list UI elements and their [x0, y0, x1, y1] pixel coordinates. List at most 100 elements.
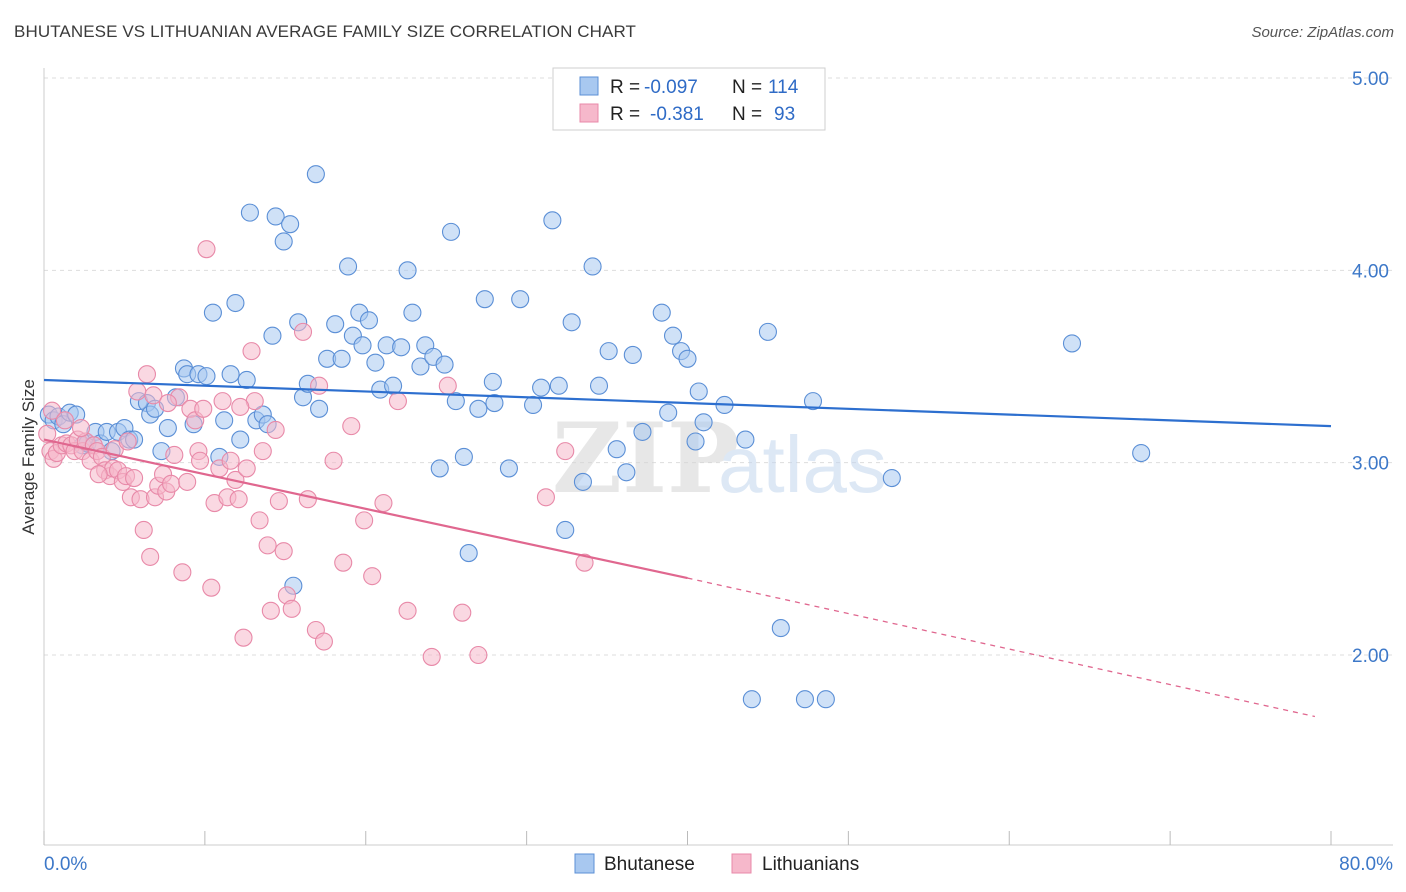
legend-n-label-1: N =	[732, 77, 762, 98]
bhutanese-point	[742, 690, 761, 709]
legend-r-value-2: -0.381	[650, 104, 704, 125]
y-tick-label: 3.00	[1352, 454, 1389, 475]
bhutanese-point	[589, 376, 609, 395]
bhutanese-point	[281, 215, 300, 234]
bhutanese-point	[573, 472, 592, 491]
lithuanians-point	[178, 472, 197, 491]
lithuanians-point	[363, 567, 382, 586]
lithuanians-point	[274, 542, 293, 561]
lithuanians-point	[242, 342, 261, 361]
lithuanians-point	[137, 365, 157, 384]
bhutanese-point	[446, 392, 465, 411]
bhutanese-point	[524, 395, 543, 415]
bhutanese-point	[758, 322, 777, 341]
lithuanians-point	[374, 494, 393, 513]
lithuanians-point	[42, 401, 62, 420]
bhutanese-point	[803, 392, 823, 411]
bhutanese-point	[511, 290, 530, 309]
chart-title: BHUTANESE VS LITHUANIAN AVERAGE FAMILY S…	[14, 22, 637, 41]
bhutanese-point	[659, 403, 678, 422]
bhutanese-point	[633, 422, 652, 441]
legend-swatch-bhutanese	[579, 76, 599, 96]
lithuanians-point	[293, 322, 313, 341]
bhutanese-point	[392, 338, 411, 357]
bhutanese-point	[795, 690, 814, 709]
bhutanese-point	[543, 211, 562, 230]
y-tick-label: 5.00	[1352, 69, 1389, 90]
lithuanians-point	[469, 645, 488, 665]
bhutanese-point	[583, 257, 602, 276]
bhutanese-point	[266, 207, 285, 226]
bhutanese-point	[771, 619, 790, 638]
bhutanese-point	[882, 469, 901, 488]
bhutanese-point	[274, 232, 293, 251]
lithuanians-point	[125, 469, 144, 488]
lithuanians-point	[197, 240, 216, 259]
bottom-legend-label-lithuanians: Lithuanians	[762, 854, 859, 875]
lithuanians-point	[141, 547, 160, 566]
lithuanians-point	[310, 376, 329, 395]
bhutanese-point	[652, 303, 671, 322]
bhutanese-point	[678, 349, 697, 368]
lithuanians-trend-line-extension	[687, 577, 1316, 718]
lithuanians-point	[314, 632, 333, 651]
bhutanese-point	[694, 413, 713, 432]
bottom-legend-label-bhutanese: Bhutanese	[604, 854, 695, 875]
lithuanians-point	[269, 492, 288, 511]
bhutanese-point	[366, 353, 385, 372]
bhutanese-point	[215, 411, 234, 430]
bhutanese-trend-line	[43, 378, 1332, 428]
x-ticks	[43, 831, 1332, 845]
lithuanians-point	[229, 490, 248, 509]
lithuanians-point	[55, 411, 74, 430]
bhutanese-point	[441, 222, 461, 241]
bhutanese-point	[485, 393, 504, 413]
bhutanese-point	[231, 430, 250, 449]
series-lithuanians-points	[38, 240, 594, 666]
lithuanians-point	[231, 397, 250, 416]
bottom-legend-swatch-lithuanians	[731, 853, 752, 874]
bhutanese-point	[430, 459, 449, 478]
source-credit: Source: ZipAtlas.com	[1251, 24, 1394, 41]
x-tick-label-min: 0.0%	[44, 854, 87, 875]
lithuanians-point	[453, 603, 472, 622]
bhutanese-point	[403, 303, 422, 322]
bhutanese-point	[499, 459, 518, 478]
lithuanians-point	[134, 520, 153, 540]
y-tick-labels: 2.00 3.00 4.00 5.00	[1352, 69, 1389, 667]
bhutanese-point	[353, 336, 372, 355]
lithuanians-point	[128, 382, 147, 401]
legend-n-value-2: 93	[774, 104, 795, 125]
bhutanese-point	[532, 378, 551, 397]
lithuanians-point	[298, 490, 317, 509]
legend-r-value-1: -0.097	[644, 77, 698, 98]
lithuanians-point	[202, 578, 221, 597]
bhutanese-point	[686, 432, 705, 451]
bhutanese-point	[398, 261, 417, 280]
bhutanese-point	[435, 355, 454, 374]
lithuanians-point	[253, 442, 272, 461]
lithuanians-point	[71, 418, 91, 438]
y-tick-label: 2.00	[1352, 646, 1389, 667]
bhutanese-point	[203, 303, 222, 322]
lithuanians-point	[173, 563, 192, 582]
lithuanians-point	[89, 465, 108, 484]
lithuanians-point	[234, 628, 253, 647]
lithuanians-point	[190, 451, 210, 470]
lithuanians-point	[250, 511, 269, 530]
bhutanese-point	[617, 463, 636, 482]
bottom-legend: Bhutanese Lithuanians	[574, 853, 859, 875]
bhutanese-point	[663, 326, 683, 345]
lithuanians-point	[422, 647, 441, 666]
lithuanians-point	[258, 536, 277, 555]
series-bhutanese-points	[39, 165, 1151, 709]
bhutanese-point	[326, 315, 345, 334]
legend-swatch-lithuanians	[579, 103, 599, 123]
x-tick-label-max: 80.0%	[1339, 854, 1393, 875]
bhutanese-point	[310, 399, 329, 418]
bhutanese-point	[736, 430, 755, 449]
bhutanese-point	[549, 376, 568, 395]
lithuanians-trend-line	[43, 438, 688, 580]
lithuanians-point	[334, 553, 353, 572]
bhutanese-point	[263, 326, 282, 345]
